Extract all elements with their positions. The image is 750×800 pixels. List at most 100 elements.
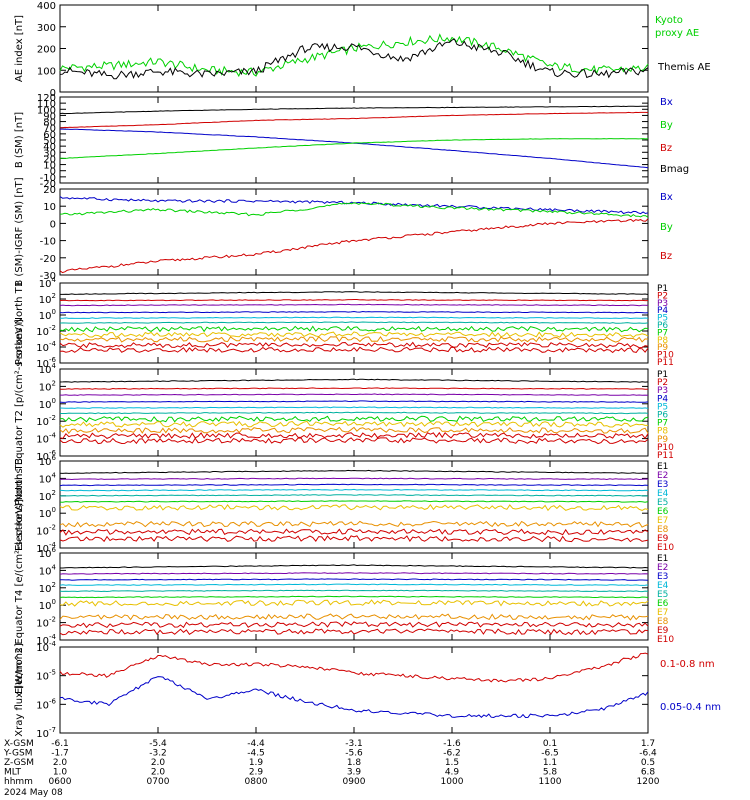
legend-p4: P4 xyxy=(657,306,668,316)
footer-value: -4.4 xyxy=(247,739,265,749)
series-line-by xyxy=(59,138,649,159)
legend-e9: E9 xyxy=(657,626,669,636)
y-tick-label: 104 xyxy=(39,471,57,485)
y-axis-label: Xray flux [W/m^2] xyxy=(14,643,25,737)
legend-p7: P7 xyxy=(657,419,668,429)
legend-p6: P6 xyxy=(657,321,668,331)
footer-value: -1.7 xyxy=(51,749,69,759)
footer-value: 1200 xyxy=(637,777,660,787)
footer-value: 1.5 xyxy=(445,758,459,768)
legend-e1: E1 xyxy=(657,462,668,472)
legend-e2: E2 xyxy=(657,471,668,481)
y-tick-label: 10-2 xyxy=(36,524,56,538)
y-tick-label: 102 xyxy=(39,292,56,306)
y-tick-label: 10-4 xyxy=(36,432,56,446)
legend-e6: E6 xyxy=(657,599,669,609)
flux-line-p1 xyxy=(59,378,649,383)
y-tick-label: 400 xyxy=(37,1,56,12)
y-tick-label: 60 xyxy=(43,130,56,141)
legend-xray-short: 0.05-0.4 nm xyxy=(660,702,721,713)
flux-line-p1 xyxy=(60,291,649,295)
y-axis-label: B (SM)-IGRF (SM) [nT] xyxy=(14,177,25,286)
y-tick-label: 10 xyxy=(43,161,56,172)
legend-p2: P2 xyxy=(657,291,668,301)
panel-frame xyxy=(59,4,649,93)
flux-line-e7 xyxy=(59,503,649,512)
footer-value: 2.9 xyxy=(249,768,264,778)
legend-p11: P11 xyxy=(657,358,674,368)
flux-line-p6 xyxy=(60,411,649,415)
footer-value: 2.0 xyxy=(53,758,68,768)
y-axis-label: Electrons North T3 xyxy=(14,458,25,551)
footer-value: -1.6 xyxy=(443,739,461,749)
legend-p10: P10 xyxy=(657,443,674,453)
footer-value: 1000 xyxy=(441,777,464,787)
y-tick-label: -20 xyxy=(40,179,56,190)
flux-line-p10 xyxy=(59,431,649,440)
legend-e6: E6 xyxy=(657,507,669,517)
flux-line-e2 xyxy=(59,477,649,481)
footer-value: 0600 xyxy=(49,777,72,787)
flux-line-e7 xyxy=(59,599,649,607)
legend-e1: E1 xyxy=(657,554,668,564)
legend-by: By xyxy=(660,120,673,131)
y-tick-label: 0 xyxy=(50,88,56,99)
legend-p7: P7 xyxy=(657,328,668,338)
legend-kyoto: proxy AE xyxy=(655,28,699,39)
y-tick-label: 10-2 xyxy=(36,324,56,338)
y-tick-label: 200 xyxy=(37,45,56,56)
footer-value: 0.5 xyxy=(641,758,655,768)
footer-value: 1100 xyxy=(539,777,562,787)
footer-value: 4.9 xyxy=(445,768,460,778)
legend-bx: Bx xyxy=(660,192,673,203)
y-tick-label: 30 xyxy=(43,148,56,159)
flux-line-e8 xyxy=(59,613,649,621)
legend-e10: E10 xyxy=(657,543,674,553)
flux-line-p7 xyxy=(59,325,649,333)
panel-frame xyxy=(59,460,649,549)
series-line-xray-2 xyxy=(59,676,649,719)
flux-line-e6 xyxy=(59,595,649,599)
panel-frame xyxy=(59,646,649,734)
series-line-bx xyxy=(60,128,649,169)
footer-value: -6.4 xyxy=(639,749,657,759)
footer-value: -5.6 xyxy=(345,749,363,759)
footer-row-label: Z-GSM xyxy=(4,758,34,768)
flux-line-e6 xyxy=(59,500,649,503)
y-tick-label: 104 xyxy=(39,276,57,290)
footer-value: 1.1 xyxy=(543,758,557,768)
legend-e5: E5 xyxy=(657,498,668,508)
y-tick-label: -10 xyxy=(40,173,56,184)
legend-e3: E3 xyxy=(657,572,668,582)
footer-row-label: MLT xyxy=(4,768,22,778)
footer-value: -4.5 xyxy=(247,749,265,759)
legend-p10: P10 xyxy=(657,351,674,361)
footer-date: 2024 May 08 xyxy=(4,788,63,798)
footer-value: 2.0 xyxy=(151,758,166,768)
legend-p11: P11 xyxy=(657,451,674,461)
flux-line-e1 xyxy=(60,564,649,569)
y-tick-label: 106 xyxy=(39,454,57,468)
flux-line-p11 xyxy=(59,437,649,445)
legend-p3: P3 xyxy=(657,299,668,309)
footer-row-label: Y-GSM xyxy=(3,749,32,759)
legend-p9: P9 xyxy=(657,435,668,445)
y-tick-label: 0 xyxy=(50,219,56,230)
y-tick-label: 10 xyxy=(43,202,56,213)
legend-e4: E4 xyxy=(657,581,669,591)
footer-value: 3.9 xyxy=(347,768,362,778)
y-tick-label: 106 xyxy=(39,546,57,560)
legend-p9: P9 xyxy=(657,343,668,353)
footer-value: 0700 xyxy=(147,777,170,787)
y-tick-label: 110 xyxy=(37,99,56,110)
y-tick-label: 102 xyxy=(39,489,56,503)
flux-line-e1 xyxy=(59,469,649,474)
flux-line-e2 xyxy=(59,572,649,575)
legend-bz: Bz xyxy=(660,251,672,262)
legend-e7: E7 xyxy=(657,516,668,526)
y-tick-label: 90 xyxy=(43,111,56,122)
y-axis-label: Protons North T1 xyxy=(14,281,25,365)
flux-line-p4 xyxy=(59,310,649,314)
y-tick-label: -30 xyxy=(40,271,56,282)
flux-line-p3 xyxy=(59,303,649,307)
